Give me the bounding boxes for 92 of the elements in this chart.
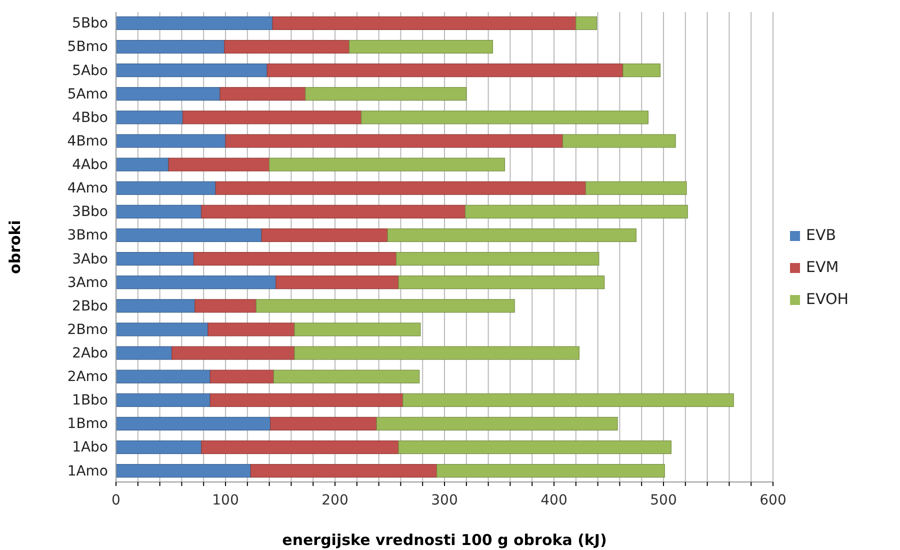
bar — [398, 440, 672, 454]
bar — [294, 346, 580, 360]
bar — [116, 370, 210, 384]
bar — [622, 64, 661, 78]
legend-label: EVOH — [806, 290, 849, 308]
bar — [220, 87, 306, 101]
bar — [215, 181, 586, 195]
bar — [116, 440, 202, 454]
bar — [360, 110, 648, 124]
bar — [116, 416, 271, 430]
x-tick-label: 500 — [650, 492, 677, 508]
y-tick-label: 2Amo — [67, 369, 108, 386]
y-tick-label: 4Bmo — [67, 133, 108, 150]
bar — [436, 464, 665, 478]
bar — [585, 181, 687, 195]
bar — [276, 276, 399, 290]
y-tick-label: 4Abo — [72, 157, 108, 174]
bar — [210, 370, 274, 384]
bar — [465, 204, 688, 218]
bar — [250, 464, 438, 478]
bar — [294, 322, 421, 336]
bar — [387, 228, 636, 242]
x-axis-title: energijske vrednosti 100 g obroka (kJ) — [282, 531, 607, 549]
x-tick-label: 400 — [540, 492, 568, 508]
bar — [193, 252, 397, 266]
bar — [402, 393, 734, 407]
bar — [305, 87, 467, 101]
bar — [272, 16, 576, 30]
bar — [116, 393, 210, 407]
bar — [201, 204, 466, 218]
bar — [116, 40, 225, 54]
bar — [116, 110, 184, 124]
bar — [116, 228, 262, 242]
bar — [116, 87, 220, 101]
y-tick-label: 3Amo — [67, 274, 108, 291]
y-tick-label: 5Amo — [67, 86, 108, 102]
x-tick-label: 0 — [112, 492, 120, 508]
bar — [348, 40, 493, 54]
bar — [116, 181, 216, 195]
y-axis-title: obroki — [6, 220, 24, 274]
y-tick-label: 5Abo — [72, 62, 108, 79]
bar — [562, 134, 676, 148]
bar — [116, 276, 276, 290]
y-tick-label: 4Bbo — [72, 110, 108, 126]
y-tick-label: 2Bbo — [72, 298, 108, 314]
y-tick-label: 3Bmo — [67, 228, 108, 244]
bar — [256, 299, 515, 313]
bar — [116, 322, 208, 336]
bar — [261, 228, 388, 242]
legend-label: EVB — [806, 226, 836, 244]
bar — [269, 158, 506, 172]
bar — [116, 464, 251, 478]
y-tick-label: 1Bmo — [67, 416, 108, 432]
bar — [116, 252, 194, 266]
y-tick-label: 1Amo — [67, 463, 108, 480]
bar — [116, 64, 268, 78]
y-tick-label: 1Abo — [72, 440, 108, 456]
bar — [208, 322, 295, 336]
bar — [398, 276, 605, 290]
bar — [116, 346, 172, 360]
bar — [116, 134, 226, 148]
bar — [201, 440, 399, 454]
bar — [210, 393, 404, 407]
y-tick-label: 3Bbo — [72, 204, 108, 220]
bar — [116, 204, 202, 218]
bar — [172, 346, 295, 360]
bar — [224, 40, 350, 54]
y-tick-label: 1Bbo — [72, 392, 108, 409]
bar — [182, 110, 362, 124]
bar — [273, 370, 420, 384]
y-tick-label: 2Abo — [72, 345, 108, 362]
y-tick-label: 5Bbo — [72, 16, 108, 32]
bar — [225, 134, 564, 148]
bar — [266, 64, 624, 78]
x-tick-label: 300 — [431, 492, 458, 508]
bar — [376, 416, 618, 430]
y-tick-label: 3Abo — [72, 251, 108, 268]
bar — [194, 299, 256, 313]
x-tick-label: 200 — [322, 492, 348, 508]
bar — [116, 299, 196, 313]
bar — [116, 158, 169, 172]
bar — [576, 16, 598, 30]
bar — [116, 16, 273, 30]
x-tick-label: 100 — [212, 492, 239, 508]
y-tick-label: 5Bmo — [67, 39, 108, 56]
x-tick-label: 600 — [760, 492, 786, 508]
y-tick-label: 4Amo — [67, 180, 108, 197]
legend-label: EVM — [806, 258, 839, 276]
y-tick-label: 2Bmo — [67, 322, 108, 338]
bar — [270, 416, 377, 430]
bar — [168, 158, 270, 172]
bar — [396, 252, 600, 266]
